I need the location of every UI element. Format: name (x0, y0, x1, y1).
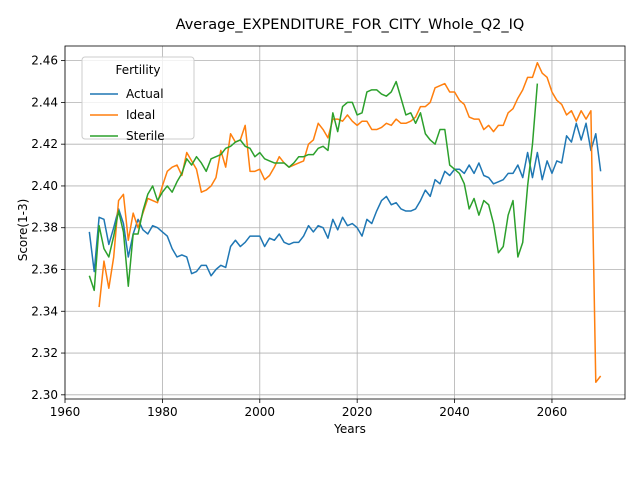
y-tick-label: 2.44 (31, 95, 58, 109)
y-tick-label: 2.38 (31, 221, 58, 235)
legend-label-sterile: Sterile (126, 129, 165, 143)
y-tick-label: 2.46 (31, 54, 58, 68)
legend-box (81, 56, 195, 140)
axes: 1960 1980 2000 2020 2040 2060 2.30 2.32 2.34 2.36… (31, 45, 626, 419)
x-tick-label: 2000 (245, 405, 276, 419)
x-tick-label: 1960 (50, 405, 81, 419)
x-axis-label: Years (333, 422, 366, 436)
legend: Fertility Actual Ideal Sterile (81, 56, 195, 143)
y-tick-label: 2.32 (31, 346, 58, 360)
y-tick-label: 2.30 (31, 388, 58, 402)
x-tick-label: 1980 (147, 405, 178, 419)
x-tick-label: 2020 (342, 405, 373, 419)
y-tick-label: 2.42 (31, 137, 58, 151)
y-tick-label: 2.34 (31, 304, 58, 318)
series-line-actual (88, 122, 602, 277)
y-axis-label: Score(1-3) (16, 199, 30, 262)
series-line-sterile (88, 80, 539, 292)
x-tick-label: 2040 (439, 405, 470, 419)
chart-title: Average_EXPENDITURE_FOR_CITY_Whole_Q2_IQ (176, 17, 525, 33)
legend-label-ideal: Ideal (126, 108, 155, 122)
legend-title: Fertility (115, 63, 160, 77)
plot-frame (64, 45, 626, 400)
y-tick-label: 2.40 (31, 179, 58, 193)
series-lines (88, 61, 602, 384)
legend-label-actual: Actual (126, 87, 164, 101)
y-tick-label: 2.36 (31, 262, 58, 276)
x-tick-label: 2060 (537, 405, 568, 419)
